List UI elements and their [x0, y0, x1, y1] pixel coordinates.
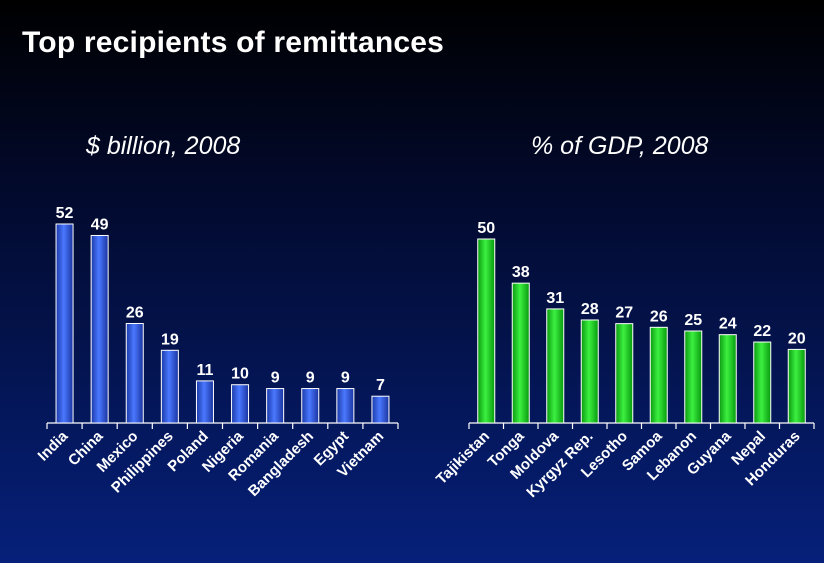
- data-label: 20: [788, 330, 806, 347]
- data-label: 10: [231, 366, 249, 383]
- data-label: 26: [126, 305, 144, 322]
- bar-philippines: [160, 349, 179, 424]
- data-label: 9: [306, 370, 315, 387]
- bar-mexico: [125, 323, 144, 424]
- data-label: 22: [753, 323, 771, 340]
- bar-vietnam: [371, 395, 390, 424]
- data-label: 19: [161, 331, 179, 348]
- bar-romania: [266, 388, 285, 424]
- left-bar-chart: 52India49China26Mexico19Philippines11Pol…: [35, 205, 399, 500]
- data-label: 25: [684, 312, 702, 329]
- data-label: 52: [56, 205, 74, 222]
- data-label: 9: [341, 370, 350, 387]
- bar-nigeria: [231, 384, 250, 424]
- data-label: 24: [719, 316, 737, 333]
- data-label: 38: [512, 264, 530, 281]
- bar-lesotho: [615, 323, 634, 424]
- slide-title: Top recipients of remittances: [22, 26, 445, 59]
- bar-lebanon: [684, 330, 703, 424]
- bar-india: [55, 223, 74, 424]
- data-label: 49: [91, 216, 109, 233]
- data-label: 50: [477, 220, 495, 237]
- bar-guyana: [718, 334, 737, 424]
- bar-honduras: [787, 348, 806, 424]
- left-chart-subtitle: $ billion, 2008: [86, 132, 241, 160]
- data-label: 11: [196, 362, 213, 379]
- data-label: 27: [615, 305, 633, 322]
- right-chart-subtitle: % of GDP, 2008: [531, 132, 709, 160]
- bar-poland: [195, 380, 214, 424]
- bar-samoa: [649, 326, 668, 424]
- data-label: 26: [650, 308, 668, 325]
- data-label: 28: [581, 301, 599, 318]
- bar-nepal: [753, 341, 772, 424]
- bar-tajikistan: [477, 238, 496, 424]
- bar-kyrgyz-rep: [580, 319, 599, 424]
- bar-tonga: [511, 282, 530, 424]
- data-label: 9: [271, 370, 280, 387]
- data-label: 31: [546, 290, 564, 307]
- bar-egypt: [336, 388, 355, 424]
- bar-bangladesh: [301, 388, 320, 424]
- bar-china: [90, 234, 109, 424]
- data-label: 7: [376, 377, 385, 394]
- category-label: Tajikistan: [433, 428, 493, 488]
- bar-moldova: [546, 308, 565, 424]
